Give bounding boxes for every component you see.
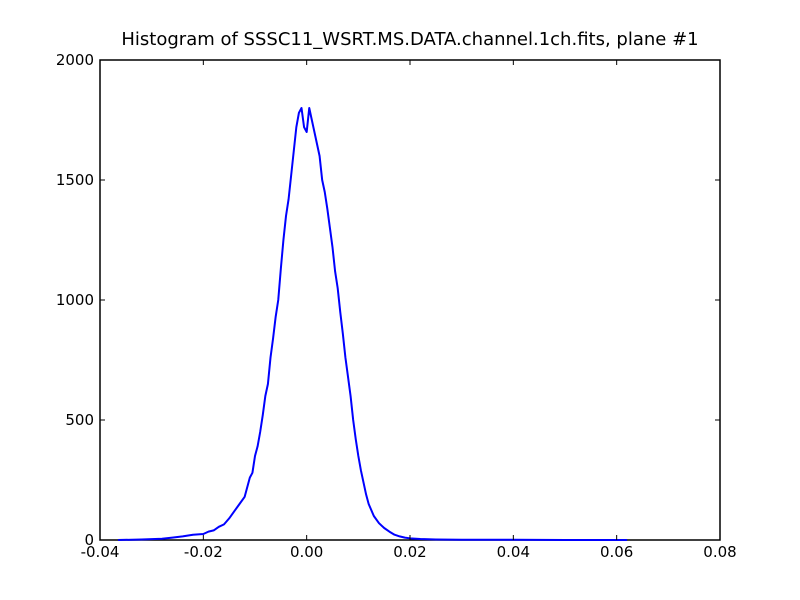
y-tick-label: 500 — [65, 411, 94, 429]
x-tick-label: 0.06 — [600, 543, 633, 561]
plot-area — [99, 59, 721, 541]
y-tick-label: 0 — [84, 531, 94, 549]
series-line-0 — [118, 107, 627, 541]
y-tick-label: 1500 — [56, 171, 94, 189]
x-tick-label: -0.04 — [81, 543, 120, 561]
x-axis: -0.04 -0.02 0.00 0.02 0.04 0.06 0.08 — [81, 60, 737, 561]
x-tick-label: 0.04 — [497, 543, 530, 561]
x-tick-label: 0.02 — [393, 543, 426, 561]
chart-title: Histogram of SSSC11_WSRT.MS.DATA.channel… — [121, 29, 698, 50]
y-tick-label: 2000 — [56, 51, 94, 69]
y-tick-label: 1000 — [56, 291, 94, 309]
x-tick-label: 0.08 — [703, 543, 736, 561]
x-tick-label: 0.00 — [290, 543, 323, 561]
y-axis: 0 500 1000 1500 2000 — [56, 51, 720, 549]
x-tick-label: -0.02 — [184, 543, 223, 561]
series-layer — [118, 107, 627, 541]
